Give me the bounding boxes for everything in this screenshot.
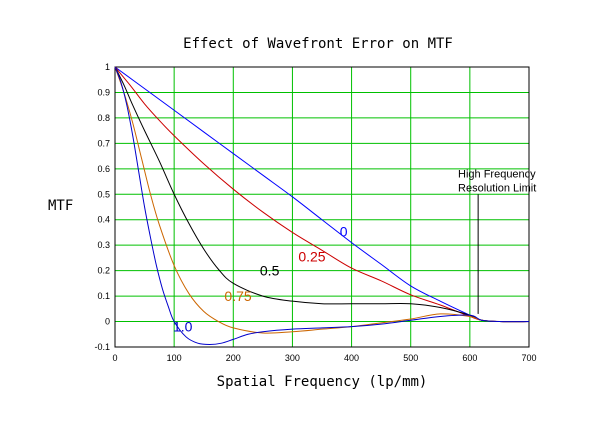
series-label-0-5: 0.5 (260, 263, 280, 279)
plot-frame (114, 66, 530, 348)
y-tick-label: 0.3 (97, 240, 110, 250)
y-tick-label: 0.8 (97, 113, 110, 123)
y-tick-labels: -0.1 0 0.1 0.2 0.3 0.4 0.5 0.6 0.7 0.8 0.9 1 (94, 62, 110, 352)
x-tick-labels: 0 100 200 300 400 500 600 700 (112, 353, 536, 363)
series-label-layer: 0 0.25 0.5 0.75 1.0 (173, 223, 348, 334)
series-line-1-0 (114, 66, 530, 345)
series-label-0-25: 0.25 (298, 249, 325, 265)
y-tick-label: 0.7 (97, 138, 110, 148)
series-line-0-75 (114, 66, 530, 334)
x-tick-label: 600 (462, 353, 477, 363)
x-tick-label: 400 (344, 353, 359, 363)
y-axis-label: MTF (48, 198, 73, 214)
series-layer (114, 66, 530, 345)
series-label-0: 0 (340, 223, 348, 239)
annotation-layer: High Frequency Resolution Limit (458, 169, 536, 314)
x-tick-label: 100 (167, 353, 182, 363)
y-tick-label: 0.9 (97, 87, 110, 97)
grid-layer (115, 67, 529, 347)
y-tick-label: 0.6 (97, 164, 110, 174)
series-label-1-0: 1.0 (173, 319, 193, 335)
y-tick-label: 0.5 (97, 189, 110, 199)
y-tick-label: 1 (105, 62, 110, 72)
annotation-text-2: Resolution Limit (458, 183, 536, 195)
y-tick-label: 0.4 (97, 215, 110, 225)
x-tick-label: 200 (226, 353, 241, 363)
annotation-text-1: High Frequency (458, 169, 536, 181)
x-tick-label: 700 (521, 353, 536, 363)
x-tick-label: 500 (403, 353, 418, 363)
series-line-0-5 (114, 66, 530, 323)
x-tick-label: 0 (112, 353, 117, 363)
y-tick-label: 0.1 (97, 291, 110, 301)
y-tick-label: 0 (105, 317, 110, 327)
plot-border (114, 66, 530, 348)
y-tick-label: 0.2 (97, 266, 110, 276)
chart-title: Effect of Wavefront Error on MTF (183, 36, 453, 52)
x-tick-label: 300 (285, 353, 300, 363)
y-tick-label: -0.1 (94, 342, 110, 352)
series-label-0-75: 0.75 (224, 288, 251, 304)
x-axis-label: Spatial Frequency (lp/mm) (217, 374, 428, 390)
